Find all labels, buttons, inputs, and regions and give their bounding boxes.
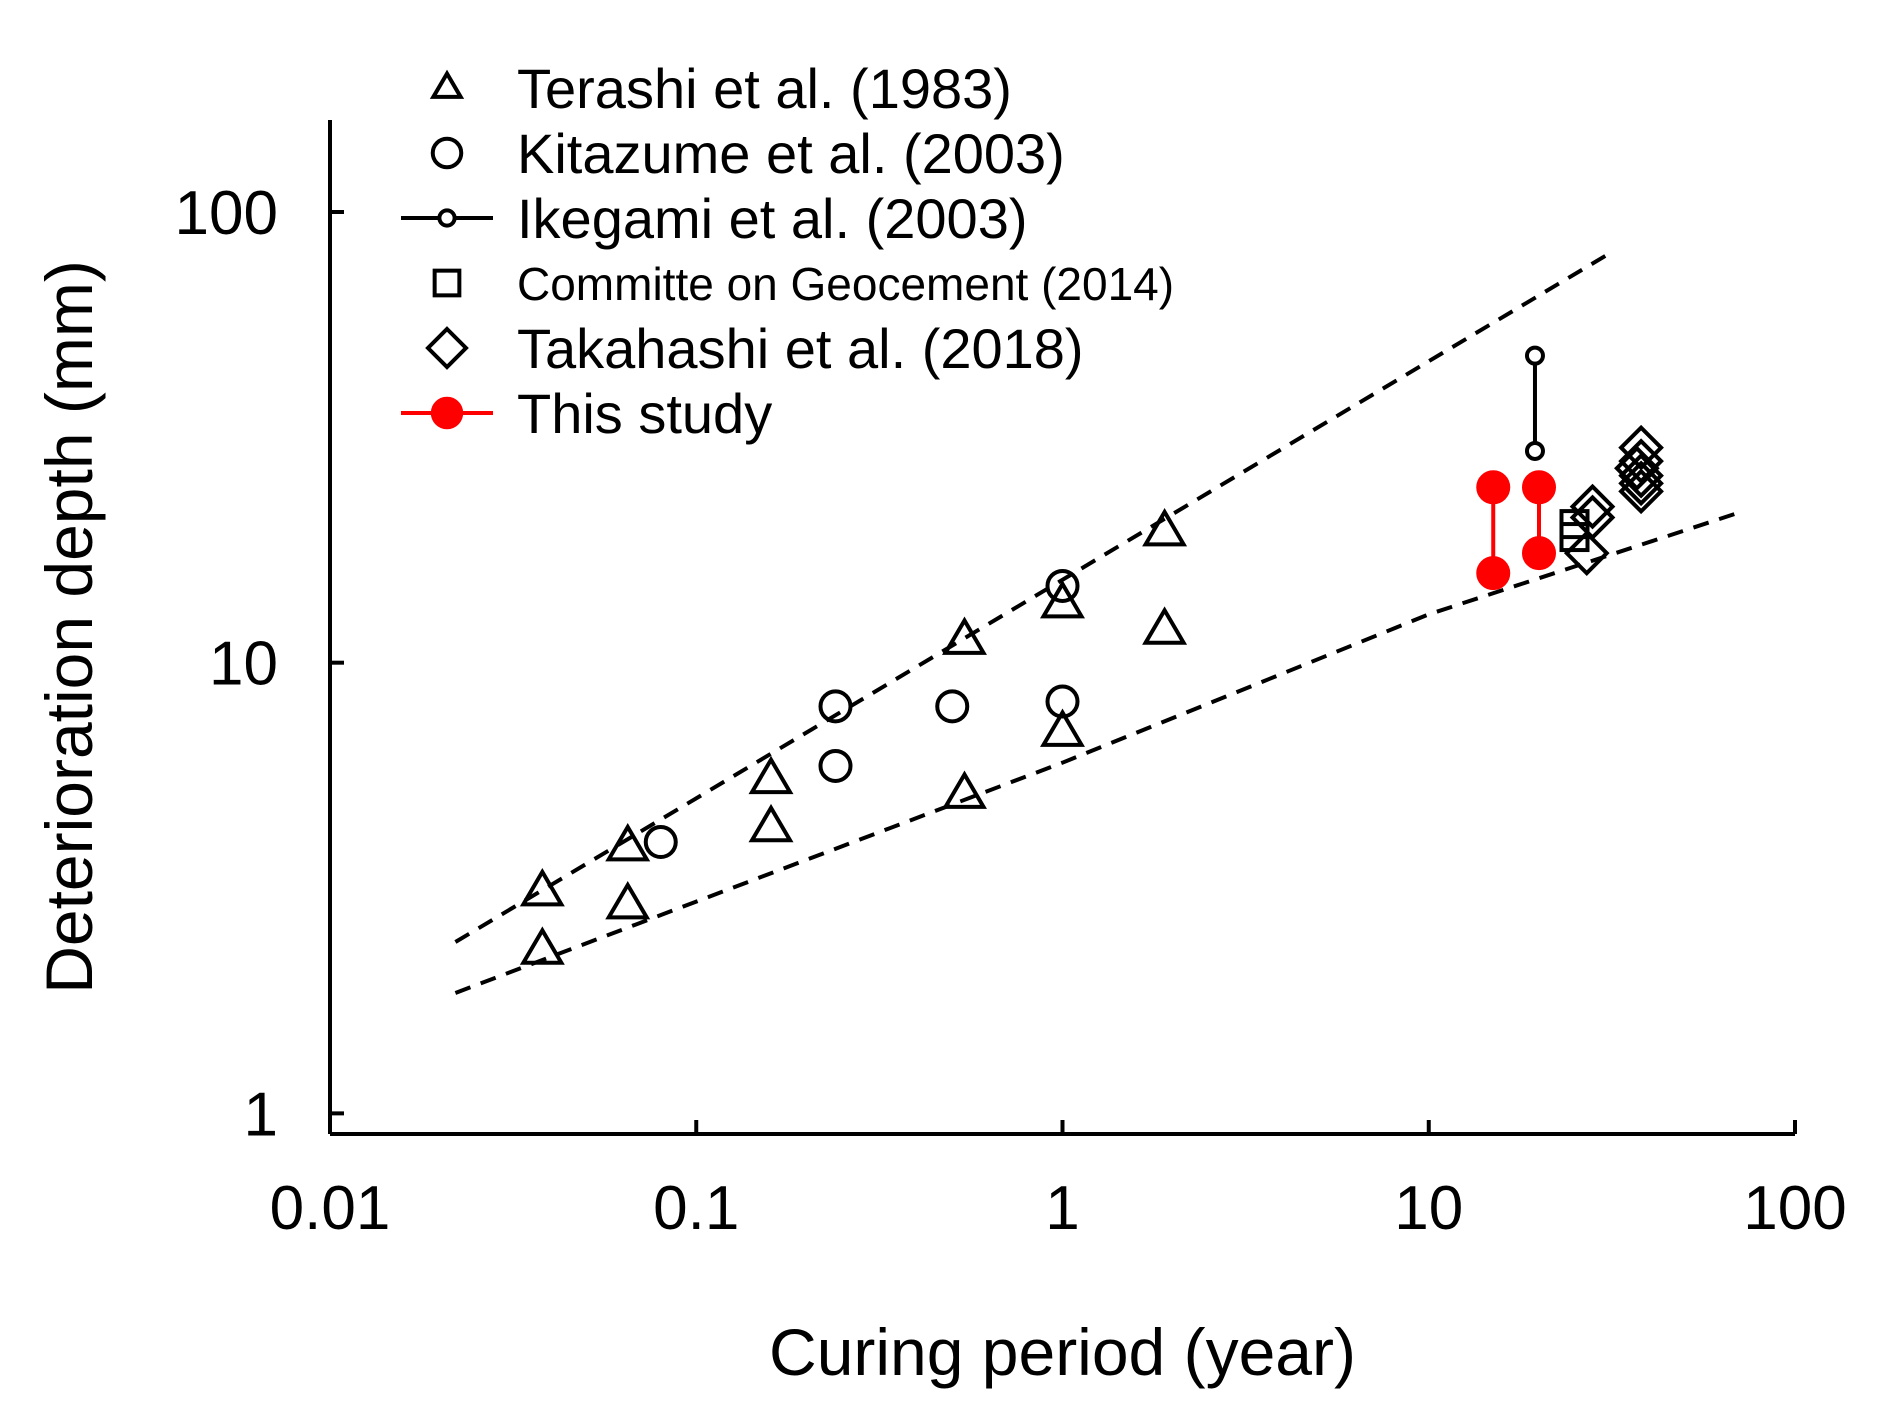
legend-marker — [429, 69, 465, 99]
axes: 0.01 0.1 1 10 100 1 10 100 — [175, 120, 1847, 1243]
bound-line-1 — [454, 249, 1615, 944]
legend-label: Takahashi et al. (2018) — [517, 317, 1084, 380]
legend-item: Ikegami et al. (2003) — [401, 187, 1027, 250]
data-point — [1040, 708, 1085, 747]
y-axis-label: Deterioration depth (mm) — [32, 260, 106, 994]
x-axis-label: Curing period (year) — [769, 1315, 1356, 1389]
data-point — [1618, 424, 1664, 471]
series-6 — [1476, 470, 1557, 591]
legend-label: Terashi et al. (1983) — [517, 57, 1012, 120]
legend-label: Ikegami et al. (2003) — [517, 187, 1027, 250]
legend-marker — [430, 136, 464, 170]
data-point — [748, 755, 794, 795]
legend-item: Takahashi et al. (2018) — [425, 317, 1084, 380]
data-point — [818, 748, 853, 783]
data-point — [935, 689, 970, 724]
series-1 — [519, 508, 1188, 965]
x-tick-label: 1 — [1045, 1174, 1079, 1243]
legend-item: This study — [401, 382, 772, 445]
bound-line-2 — [454, 510, 1739, 995]
x-tick-label: 10 — [1394, 1174, 1463, 1243]
x-tick-label: 100 — [1743, 1174, 1846, 1243]
data-point — [1524, 345, 1545, 366]
data-point — [1614, 445, 1660, 492]
data-point — [1522, 536, 1557, 571]
data-point — [605, 823, 651, 862]
data-point — [1563, 530, 1610, 576]
data-point — [941, 616, 987, 655]
data-point — [1476, 470, 1511, 505]
data-point — [605, 881, 651, 920]
data-point — [941, 770, 987, 809]
legend-marker — [437, 208, 457, 228]
data-point — [1040, 579, 1085, 619]
data-point — [519, 867, 565, 907]
data-point — [643, 825, 678, 860]
data-point — [1142, 606, 1188, 645]
data-point — [1569, 483, 1616, 530]
data-point — [1045, 568, 1080, 603]
data-point — [1045, 684, 1080, 719]
data-point — [1524, 440, 1545, 461]
data-point — [1569, 494, 1616, 541]
data-point — [1476, 556, 1511, 591]
legend-item: Kitazume et al. (2003) — [430, 122, 1065, 185]
series-3 — [1524, 345, 1545, 461]
series-5 — [1563, 424, 1664, 576]
data-points — [519, 345, 1664, 965]
data-point — [818, 689, 853, 724]
data-point — [1618, 468, 1664, 515]
series-2 — [643, 568, 1080, 860]
data-point — [1522, 470, 1557, 505]
legend-marker — [430, 396, 464, 430]
data-point — [1618, 438, 1664, 484]
y-tick-label: 100 — [175, 179, 278, 248]
data-point — [1142, 508, 1188, 547]
legend-marker — [425, 326, 469, 370]
legend-item: Terashi et al. (1983) — [429, 57, 1012, 120]
legend: Terashi et al. (1983)Kitazume et al. (20… — [401, 57, 1174, 445]
bound-lines — [454, 249, 1739, 995]
data-point — [748, 803, 794, 843]
legend-label: This study — [517, 382, 772, 445]
y-tick-label: 10 — [209, 630, 278, 699]
legend-marker — [432, 268, 462, 298]
legend-item: Committe on Geocement (2014) — [432, 258, 1174, 310]
legend-label: Committe on Geocement (2014) — [517, 258, 1174, 310]
legend-label: Kitazume et al. (2003) — [517, 122, 1065, 185]
y-tick-label: 1 — [244, 1080, 278, 1149]
x-tick-label: 0.01 — [270, 1174, 391, 1243]
data-point — [519, 926, 565, 965]
x-tick-label: 0.1 — [653, 1174, 739, 1243]
